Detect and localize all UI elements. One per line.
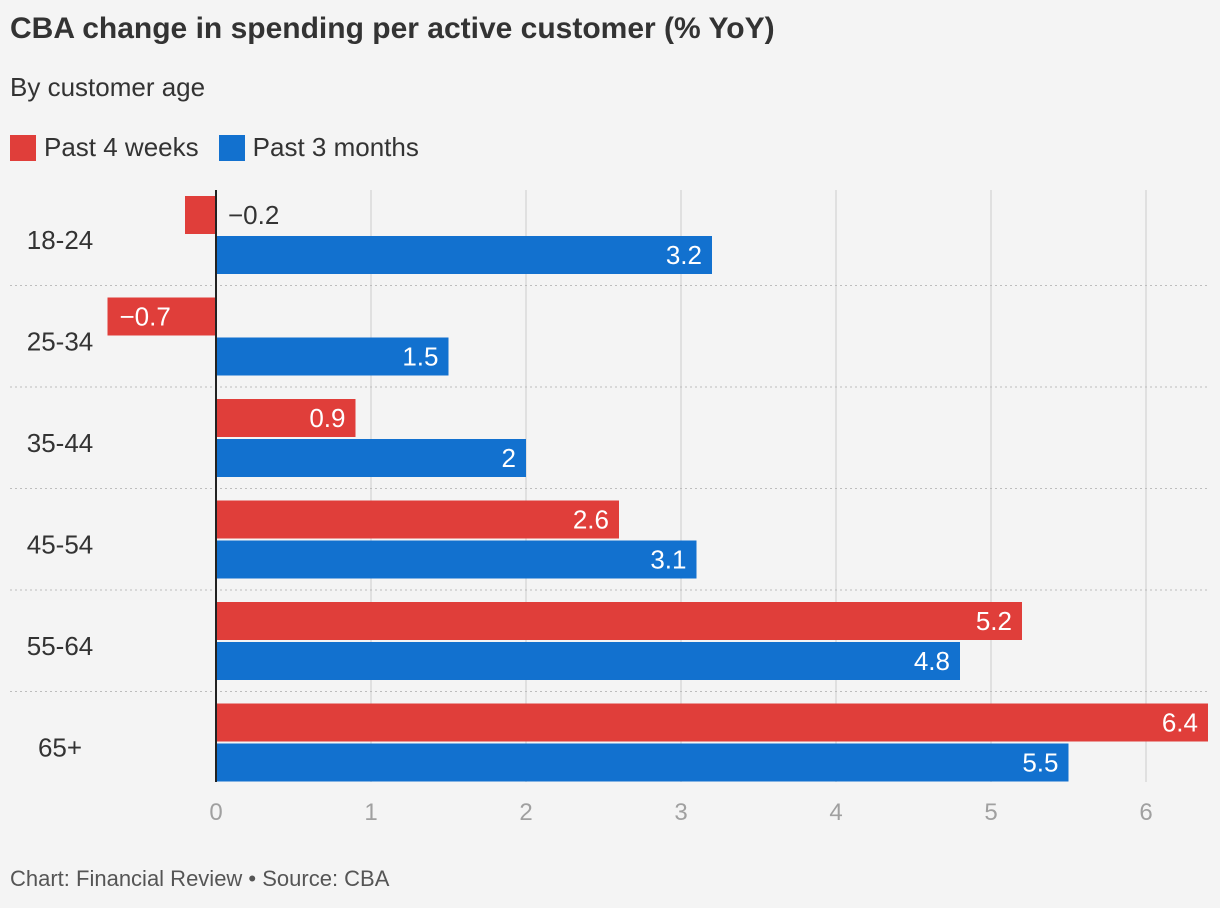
bar bbox=[216, 703, 1208, 742]
bar bbox=[216, 642, 960, 680]
category-label: 25-34 bbox=[27, 327, 94, 357]
bar bbox=[216, 743, 1069, 782]
bar bbox=[216, 602, 1022, 640]
legend-item-past-3-months: Past 3 months bbox=[218, 132, 419, 163]
legend-label-past-4-weeks: Past 4 weeks bbox=[44, 132, 199, 162]
legend-swatch-past-4-weeks bbox=[10, 134, 36, 161]
bar bbox=[216, 439, 526, 477]
bar bbox=[216, 500, 619, 539]
chart-title: CBA change in spending per active custom… bbox=[10, 12, 775, 45]
category-label: 18-24 bbox=[27, 225, 94, 255]
data-label: −0.7 bbox=[120, 302, 171, 332]
x-tick-label: 6 bbox=[1139, 799, 1152, 826]
x-tick-label: 3 bbox=[674, 799, 687, 826]
x-tick-label: 1 bbox=[364, 799, 377, 826]
category-label: 55-64 bbox=[27, 631, 94, 661]
x-tick-label: 4 bbox=[829, 799, 842, 826]
bar bbox=[216, 399, 356, 437]
data-label: 5.5 bbox=[1022, 748, 1058, 778]
chart-source: Chart: Financial Review • Source: CBA bbox=[10, 866, 390, 891]
data-label: 2 bbox=[502, 443, 516, 473]
x-tick-label: 5 bbox=[984, 799, 997, 826]
data-label: 0.9 bbox=[309, 403, 345, 433]
bar bbox=[216, 337, 449, 376]
legend: Past 4 weeks Past 3 months bbox=[10, 132, 419, 163]
data-label: 6.4 bbox=[1162, 708, 1198, 738]
data-label: −0.2 bbox=[228, 200, 279, 230]
legend-swatch-past-3-months bbox=[218, 134, 245, 161]
bar bbox=[216, 236, 712, 274]
legend-label-past-3-months: Past 3 months bbox=[252, 132, 419, 162]
data-label: 5.2 bbox=[976, 606, 1012, 636]
bar bbox=[185, 196, 216, 234]
x-tick-label: 0 bbox=[209, 799, 222, 826]
bar bbox=[216, 540, 697, 579]
legend-item-past-4-weeks: Past 4 weeks bbox=[10, 132, 199, 163]
data-label: 3.2 bbox=[666, 240, 702, 270]
data-label: 1.5 bbox=[402, 342, 438, 372]
bar bbox=[107, 297, 216, 336]
category-label: 65+ bbox=[38, 733, 82, 763]
chart-subtitle: By customer age bbox=[10, 72, 206, 102]
data-label: 4.8 bbox=[914, 646, 950, 676]
category-label: 35-44 bbox=[27, 428, 94, 458]
x-tick-label: 2 bbox=[519, 799, 532, 826]
category-label: 45-54 bbox=[27, 530, 94, 560]
data-label: 3.1 bbox=[650, 545, 686, 575]
data-label: 2.6 bbox=[573, 505, 609, 535]
